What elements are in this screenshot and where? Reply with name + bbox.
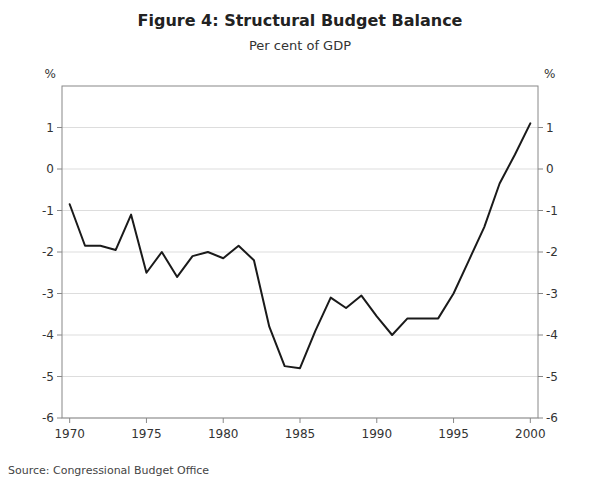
x-tick-label: 1995 [438, 427, 469, 441]
x-tick-label: 1975 [131, 427, 162, 441]
y2-tick [538, 252, 543, 253]
y-tick-label: 1 [46, 121, 54, 135]
y-tick [57, 169, 62, 170]
x-tick [223, 418, 224, 423]
x-tick-label: 1985 [285, 427, 316, 441]
grid-line [62, 335, 538, 336]
grid-line [62, 210, 538, 211]
x-tick [69, 418, 70, 423]
y-tick-label: -5 [42, 370, 54, 384]
y-tick [57, 293, 62, 294]
grid-line [62, 127, 538, 128]
title: Figure 4: Structural Budget Balance [138, 11, 463, 30]
y2-tick-label: -3 [546, 287, 558, 301]
source: Source: Congressional Budget Office [8, 464, 209, 477]
y2-axis: -6 -5 -4 -3 -2 -1 0 1% [538, 67, 558, 425]
grid-line [62, 169, 538, 170]
y-tick-label: -2 [42, 245, 54, 259]
x-tick [146, 418, 147, 423]
y2-tick-label: -1 [546, 204, 558, 218]
x-tick [530, 418, 531, 423]
y2-tick-label: -4 [546, 328, 558, 342]
y-axis: -6 -5 -4 -3 -2 -1 0 1% [42, 67, 62, 425]
x-tick [376, 418, 377, 423]
x-tick-label: 1970 [54, 427, 85, 441]
y2-tick [538, 169, 543, 170]
x-tick [300, 418, 301, 423]
y-tick-label: -1 [42, 204, 54, 218]
y-tick [57, 127, 62, 128]
chart: Figure 4: Structural Budget Balance Per c… [0, 0, 600, 484]
y-axis-label: % [45, 67, 56, 81]
y-tick-label: -4 [42, 328, 54, 342]
grid-line [62, 293, 538, 294]
y2-tick-label: 1 [546, 121, 554, 135]
y2-tick [538, 376, 543, 377]
y2-tick-label: -2 [546, 245, 558, 259]
y2-tick [538, 293, 543, 294]
x-tick [453, 418, 454, 423]
y2-tick-label: -5 [546, 370, 558, 384]
subtitle: Per cent of GDP [249, 38, 351, 53]
grid [62, 128, 538, 419]
y2-axis-label: % [544, 67, 555, 81]
x-tick-label: 1990 [362, 427, 393, 441]
y2-tick [538, 335, 543, 336]
x-axis: 1970 1975 1980 1985 1990 1995 2000 [54, 418, 545, 441]
y-tick-label: -6 [42, 411, 54, 425]
line [70, 123, 531, 368]
y-tick-label: 0 [46, 162, 54, 176]
plot-frame [62, 86, 538, 418]
grid-line [62, 252, 538, 253]
grid-line [62, 376, 538, 377]
y-tick [57, 252, 62, 253]
y-tick [57, 376, 62, 377]
y-tick [57, 335, 62, 336]
y2-tick [538, 210, 543, 211]
y2-tick-label: 0 [546, 162, 554, 176]
x-tick-label: 2000 [515, 427, 546, 441]
plot-area [70, 123, 531, 368]
y-tick [57, 418, 62, 419]
y2-tick [538, 127, 543, 128]
y2-tick-label: -6 [546, 411, 558, 425]
y2-tick [538, 418, 543, 419]
x-tick-label: 1980 [208, 427, 239, 441]
y-tick [57, 210, 62, 211]
y-tick-label: -3 [42, 287, 54, 301]
